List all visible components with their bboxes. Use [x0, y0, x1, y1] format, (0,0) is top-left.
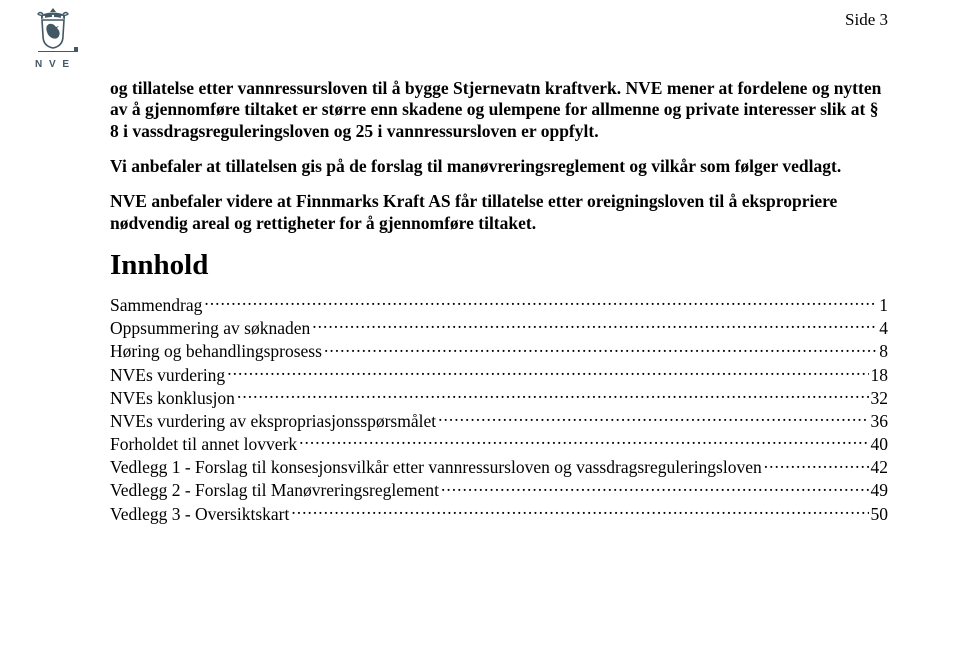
paragraph-2: Vi anbefaler at tillatelsen gis på de fo…: [110, 156, 888, 177]
toc-row: Vedlegg 2 - Forslag til Manøvreringsregl…: [110, 479, 888, 502]
toc-leader: [299, 433, 868, 451]
toc-page: 49: [871, 480, 889, 502]
toc-page: 50: [871, 504, 889, 526]
toc-leader: [441, 479, 868, 497]
toc-row: Vedlegg 3 - Oversiktskart 50: [110, 502, 888, 525]
toc-page: 18: [871, 365, 889, 387]
toc-leader: [312, 317, 877, 335]
toc-row: Høring og behandlingsprosess 8: [110, 340, 888, 363]
document-page: Side 3 N V E og tillatelse etter vannres…: [0, 0, 960, 525]
toc-row: Vedlegg 1 - Forslag til konsesjonsvilkår…: [110, 456, 888, 479]
toc-page: 40: [871, 434, 889, 456]
toc-label: Vedlegg 3 - Oversiktskart: [110, 504, 289, 526]
toc-label: Oppsummering av søknaden: [110, 318, 310, 340]
toc-page: 42: [871, 457, 889, 479]
crown-lion-icon: [28, 6, 78, 52]
toc-label: NVEs vurdering: [110, 365, 225, 387]
body-text: og tillatelse etter vannressursloven til…: [110, 78, 888, 525]
toc-label: Forholdet til annet lovverk: [110, 434, 297, 456]
toc-leader: [237, 386, 869, 404]
toc-label: Vedlegg 2 - Forslag til Manøvreringsregl…: [110, 480, 439, 502]
toc-row: NVEs konklusjon 32: [110, 386, 888, 409]
table-of-contents: Sammendrag 1 Oppsummering av søknaden 4 …: [110, 293, 888, 525]
toc-page: 32: [871, 388, 889, 410]
toc-page: 4: [879, 318, 888, 340]
paragraph-3: NVE anbefaler videre at Finnmarks Kraft …: [110, 191, 888, 234]
toc-leader: [291, 502, 868, 520]
toc-page: 36: [871, 411, 889, 433]
toc-leader: [204, 293, 877, 311]
toc-page: 1: [879, 295, 888, 317]
toc-heading: Innhold: [110, 248, 888, 283]
toc-row: NVEs vurdering 18: [110, 363, 888, 386]
toc-label: Sammendrag: [110, 295, 202, 317]
toc-label: NVEs vurdering av ekspropriasjonsspørsmå…: [110, 411, 436, 433]
toc-row: NVEs vurdering av ekspropriasjonsspørsmå…: [110, 409, 888, 432]
toc-leader: [227, 363, 868, 381]
toc-row: Oppsummering av søknaden 4: [110, 317, 888, 340]
toc-page: 8: [879, 341, 888, 363]
nve-logo-text: N V E: [28, 59, 78, 70]
toc-leader: [324, 340, 877, 358]
toc-label: Høring og behandlingsprosess: [110, 341, 322, 363]
page-number: Side 3: [845, 10, 888, 30]
toc-row: Forholdet til annet lovverk 40: [110, 433, 888, 456]
toc-row: Sammendrag 1: [110, 293, 888, 316]
toc-label: NVEs konklusjon: [110, 388, 235, 410]
paragraph-1: og tillatelse etter vannressursloven til…: [110, 78, 888, 142]
toc-leader: [764, 456, 869, 474]
nve-logo: N V E: [28, 6, 78, 70]
toc-leader: [438, 409, 868, 427]
toc-label: Vedlegg 1 - Forslag til konsesjonsvilkår…: [110, 457, 762, 479]
